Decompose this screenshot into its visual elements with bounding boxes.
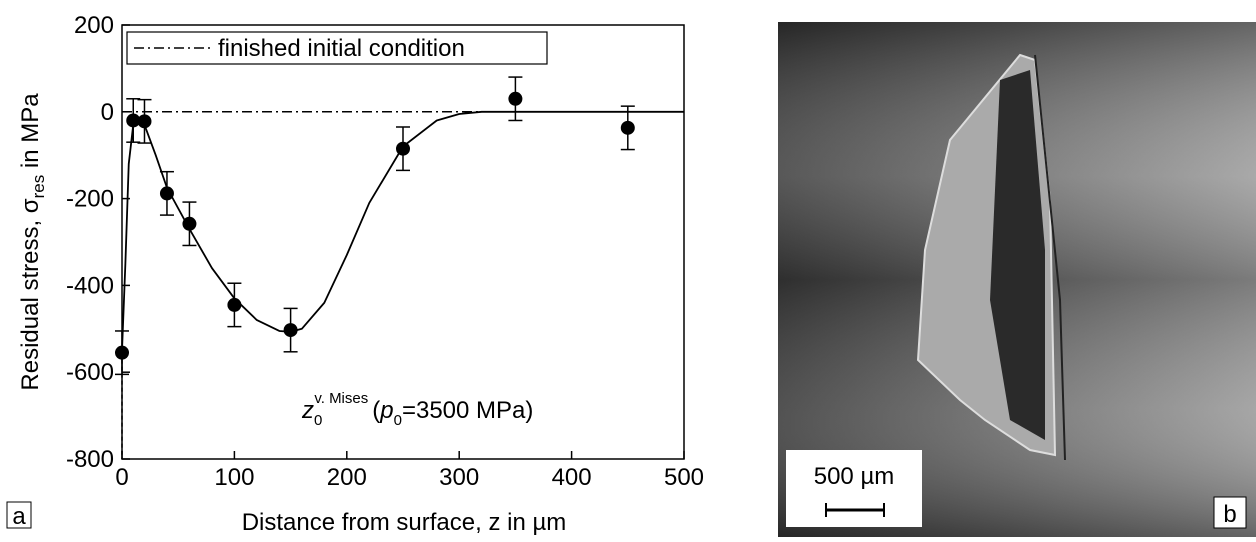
y-tick-label: -600 bbox=[66, 359, 114, 386]
data-point bbox=[137, 114, 152, 129]
y-tick-label: -200 bbox=[66, 186, 114, 213]
data-point bbox=[620, 120, 635, 135]
x-tick-label: 0 bbox=[115, 464, 128, 491]
panel-label: a bbox=[12, 503, 26, 530]
legend-label: finished initial condition bbox=[218, 35, 465, 62]
data-point bbox=[508, 91, 523, 106]
data-point bbox=[182, 216, 197, 231]
x-tick-label: 400 bbox=[552, 464, 592, 491]
data-point bbox=[159, 186, 174, 201]
y-tick-label: -800 bbox=[66, 446, 114, 473]
panel-label-box bbox=[1213, 496, 1247, 529]
y-label-text: in MPa bbox=[17, 93, 44, 175]
annotation-part: 0 bbox=[394, 412, 402, 429]
y-tick-label: -400 bbox=[66, 272, 114, 299]
y-tick-label: 200 bbox=[74, 12, 114, 39]
fracture-shadow bbox=[990, 70, 1045, 440]
y-label-text: Residual stress, σ bbox=[17, 198, 44, 390]
data-point bbox=[396, 141, 410, 156]
data-point bbox=[283, 323, 298, 338]
panel-label: b bbox=[1223, 501, 1236, 528]
sem-image: 500 µm b bbox=[778, 22, 1256, 537]
scale-bar-label: 500 µm bbox=[814, 463, 895, 490]
annotation-part: v. Mises bbox=[314, 390, 368, 407]
plot-frame bbox=[121, 24, 685, 460]
x-tick-label: 100 bbox=[214, 464, 254, 491]
annotation-part: p bbox=[379, 397, 393, 424]
panel-label-box bbox=[6, 501, 32, 529]
annotation-part: 0 bbox=[314, 412, 322, 429]
data-point bbox=[115, 345, 129, 360]
x-tick-label: 300 bbox=[439, 464, 479, 491]
y-axis-label: Residual stress, σres in MPa bbox=[17, 93, 48, 391]
y-label-subscript: res bbox=[29, 175, 48, 199]
annotation-part: =3500 MPa) bbox=[402, 397, 533, 424]
x-axis-label: Distance from surface, z in µm bbox=[242, 509, 567, 536]
data-point bbox=[227, 297, 242, 312]
x-tick-label: 500 bbox=[664, 464, 704, 491]
data-point bbox=[126, 113, 141, 128]
x-tick-label: 200 bbox=[327, 464, 367, 491]
annotation-part: ( bbox=[372, 397, 380, 424]
crack-line bbox=[1034, 54, 1066, 461]
annotation: z0v. Mises (p0=3500 MPa) bbox=[301, 390, 533, 429]
y-tick-label: 0 bbox=[101, 99, 114, 126]
annotation-part: z bbox=[301, 397, 314, 424]
scale-bar-box bbox=[786, 450, 922, 527]
